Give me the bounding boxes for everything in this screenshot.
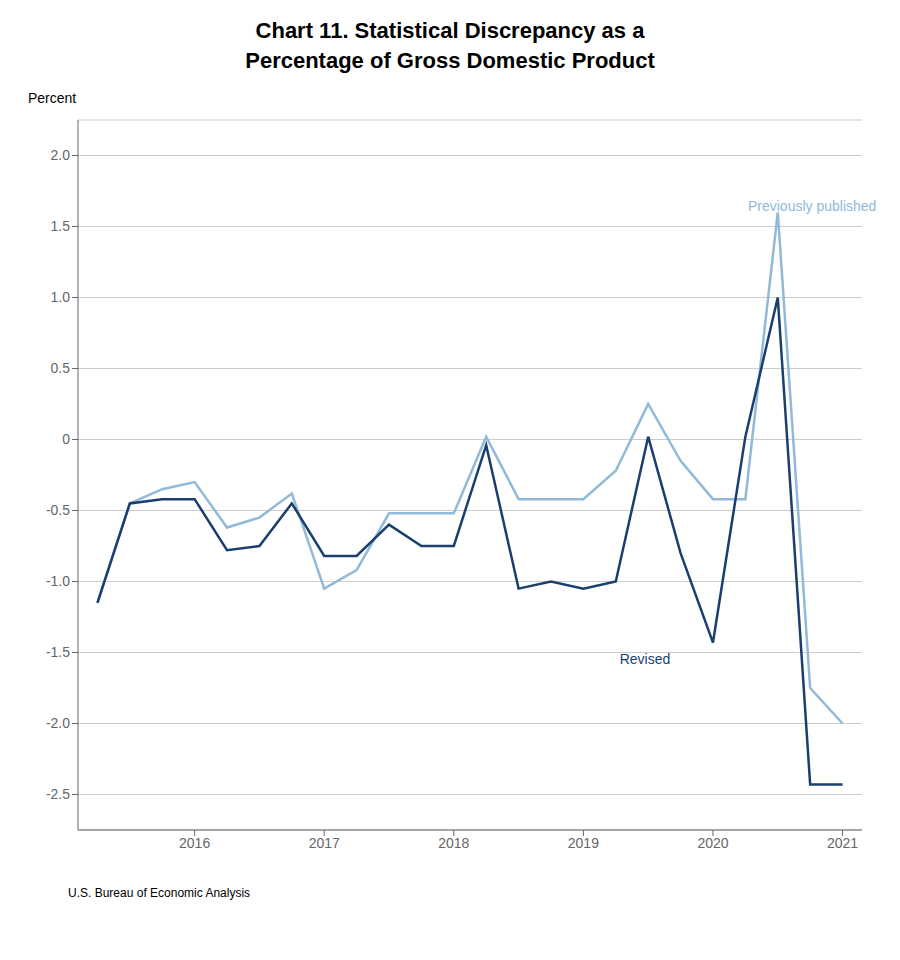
html-text:Percent: Percent — [28, 90, 77, 106]
svg-text:2016: 2016 — [179, 835, 210, 851]
svg-text:2017: 2017 — [309, 835, 340, 851]
svg-text:2.0: 2.0 — [51, 147, 71, 163]
svg-text:2021: 2021 — [827, 835, 858, 851]
html-text:U.S. Bureau of Economic Analys: U.S. Bureau of Economic Analysis — [68, 886, 251, 900]
svg-text:2019: 2019 — [568, 835, 599, 851]
svg-text:1.0: 1.0 — [51, 289, 71, 305]
svg-text:0.5: 0.5 — [51, 360, 71, 376]
svg-text:-2.0: -2.0 — [46, 715, 70, 731]
svg-text:2020: 2020 — [697, 835, 728, 851]
svg-text:2018: 2018 — [438, 835, 469, 851]
svg-text:0: 0 — [62, 431, 70, 447]
svg-text:-1.0: -1.0 — [46, 573, 70, 589]
svg-text:-2.5: -2.5 — [46, 786, 70, 802]
svg-text:-1.5: -1.5 — [46, 644, 70, 660]
svg-text:Previously published: Previously published — [748, 198, 876, 214]
svg-text:1.5: 1.5 — [51, 218, 71, 234]
html-text:Chart 11. Statistical Discrepa: Chart 11. Statistical Discrepancy as a — [255, 18, 645, 43]
html-text:Percentage of Gross Domestic P: Percentage of Gross Domestic Product — [245, 48, 655, 73]
svg-text:Revised: Revised — [620, 651, 671, 667]
svg-text:-0.5: -0.5 — [46, 502, 70, 518]
